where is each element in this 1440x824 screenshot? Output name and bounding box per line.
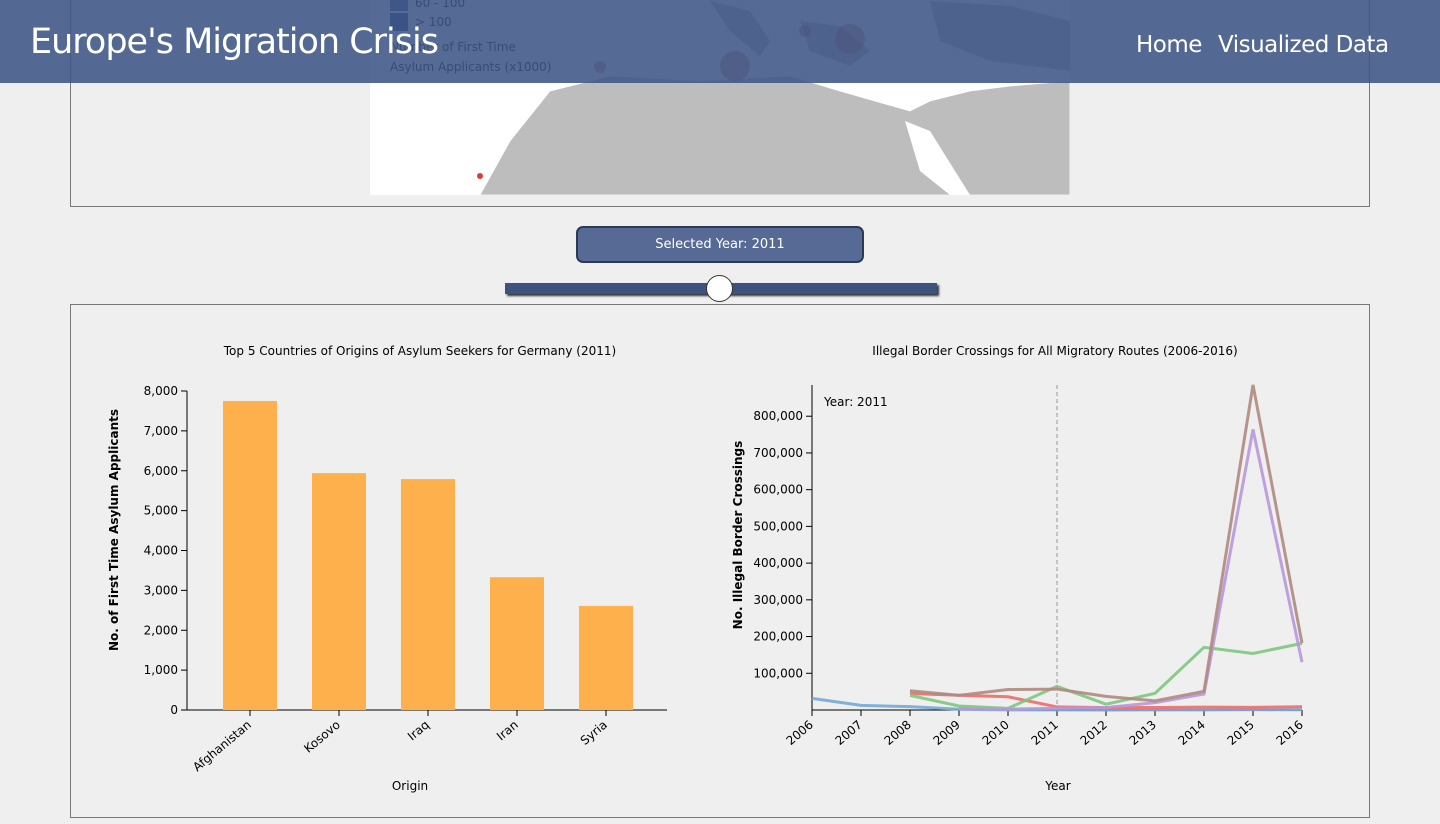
annotation: Year: 2011 [823,395,888,409]
x-tick-label: 2011 [1029,718,1061,748]
series-line [958,429,1304,711]
x-tick-label: 2014 [1176,718,1208,748]
nav-link[interactable]: Visualized Data [1218,32,1389,58]
nav-link[interactable]: Home [1136,32,1202,58]
x-tick-label: 2006 [784,718,816,748]
chart-title: Top 5 Countries of Origins of Asylum See… [223,344,616,358]
header: Europe's Migration Crisis Home Visualize… [0,0,1440,83]
x-axis-label: Origin [392,779,428,793]
site-title[interactable]: Europe's Migration Crisis [30,22,439,62]
series-line [909,384,1304,703]
x-tick-label: 2016 [1274,718,1306,748]
x-tick-label: 2015 [1225,718,1257,748]
bar [490,577,544,710]
y-tick-label: 3,000 [144,583,178,597]
y-tick-label: 4,000 [144,544,178,558]
series-line [909,641,1303,710]
x-tick-label: 2010 [980,718,1012,748]
year-label: Selected Year: 2011 [576,226,864,263]
x-axis-label: Year [1044,779,1070,793]
y-tick-label: 700,000 [753,446,803,460]
y-tick-label: 0 [170,703,178,717]
chart-title: Illegal Border Crossings for All Migrato… [872,344,1237,358]
x-tick-label: Iran [494,718,521,744]
x-tick-label: Syria [578,718,610,748]
bar [579,605,633,710]
y-tick-label: 800,000 [753,409,803,423]
y-tick-label: 300,000 [753,593,803,607]
y-tick-label: 5,000 [144,504,178,518]
y-tick-label: 400,000 [753,556,803,570]
x-tick-label: 2007 [833,718,865,748]
bar [401,479,455,710]
y-tick-label: 7,000 [144,424,178,438]
x-tick-label: Kosovo [301,718,343,756]
y-tick-label: 200,000 [753,630,803,644]
x-tick-label: 2008 [882,718,914,748]
y-axis-label: No. of First Time Asylum Applicants [107,409,121,651]
y-tick-label: 600,000 [753,483,803,497]
y-tick-label: 1,000 [144,663,178,677]
x-tick-label: Afghanistan [190,718,254,775]
y-tick-label: 6,000 [144,464,178,478]
chart-panel [70,304,1370,818]
bar [223,400,277,710]
slider-handle[interactable] [706,275,733,302]
y-tick-label: 8,000 [144,384,178,398]
y-tick-label: 2,000 [144,623,178,637]
y-tick-label: 500,000 [753,519,803,533]
x-tick-label: Iraq [405,718,432,744]
bar [312,473,366,710]
series-line [811,696,1303,712]
y-tick-label: 100,000 [753,666,803,680]
x-tick-label: 2012 [1078,718,1110,748]
x-tick-label: 2013 [1127,718,1159,748]
y-axis-label: No. Illegal Border Crossings [731,441,745,630]
x-tick-label: 2009 [931,718,963,748]
